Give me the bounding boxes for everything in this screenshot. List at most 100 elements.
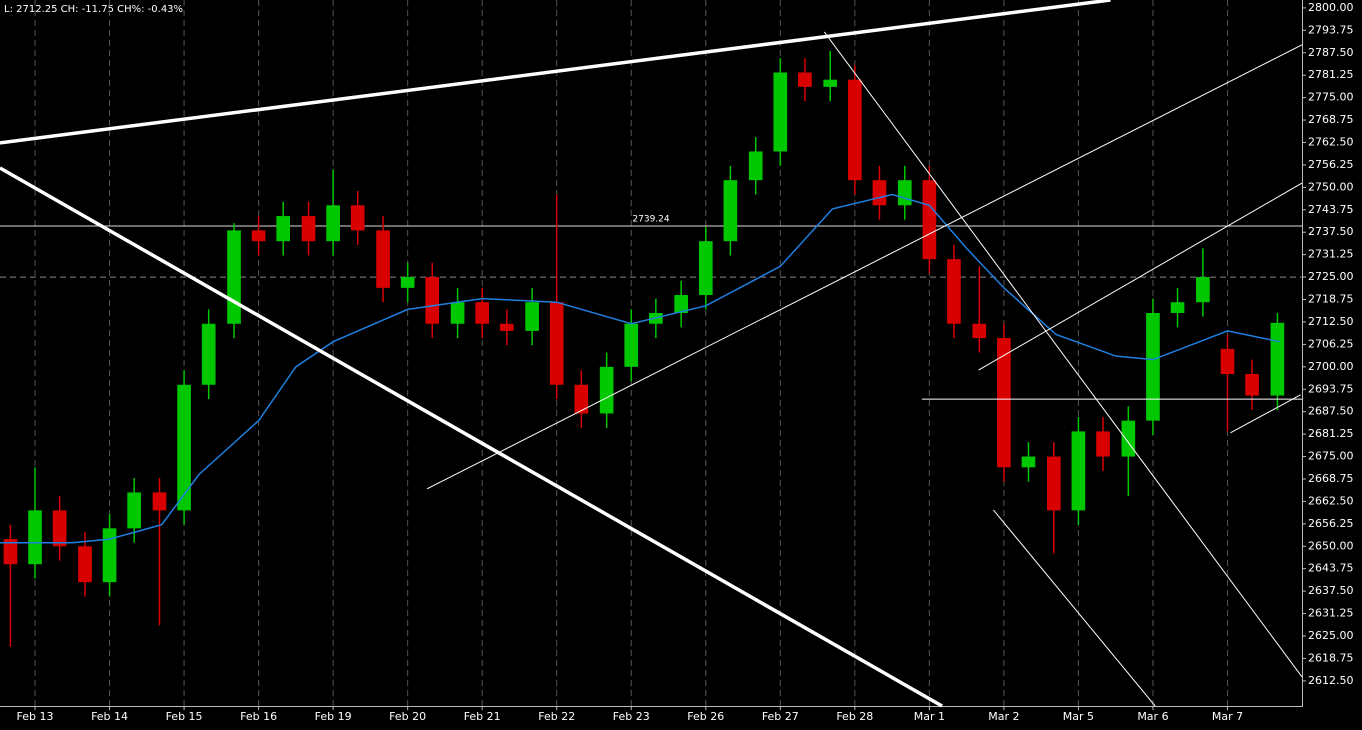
trendline bbox=[426, 44, 1303, 490]
x-tick-label: Feb 23 bbox=[613, 710, 650, 723]
candle-body bbox=[28, 510, 42, 565]
candle-body bbox=[276, 216, 291, 242]
x-tick-label: Feb 21 bbox=[464, 710, 501, 723]
candle-body bbox=[201, 323, 216, 385]
candle-body bbox=[1196, 277, 1210, 303]
y-tick-label: 2712.50 bbox=[1308, 315, 1354, 328]
candle-body bbox=[3, 539, 18, 565]
candle-body bbox=[1146, 312, 1160, 421]
trendline bbox=[993, 509, 1156, 707]
x-tick-label: Mar 6 bbox=[1137, 710, 1168, 723]
trendline bbox=[0, 0, 1111, 145]
candle-body bbox=[52, 510, 67, 547]
candle-body bbox=[698, 241, 713, 296]
x-tick-label: Feb 19 bbox=[315, 710, 352, 723]
x-tick-label: Mar 5 bbox=[1063, 710, 1094, 723]
x-tick-label: Feb 26 bbox=[687, 710, 724, 723]
candle-body bbox=[1071, 431, 1086, 511]
candle-body bbox=[425, 277, 440, 324]
x-tick-label: Feb 15 bbox=[166, 710, 203, 723]
y-tick-label: 2800.00 bbox=[1308, 1, 1354, 14]
candle-body bbox=[102, 528, 117, 583]
candle-body bbox=[848, 79, 862, 181]
x-tick-label: Feb 14 bbox=[91, 710, 128, 723]
candle-body bbox=[1046, 456, 1061, 511]
candle-body bbox=[152, 492, 167, 511]
candle-body bbox=[78, 546, 92, 583]
candle-body bbox=[723, 180, 738, 242]
moving-average bbox=[0, 193, 1280, 544]
y-tick-label: 2793.75 bbox=[1308, 23, 1354, 36]
candle-body bbox=[1021, 456, 1036, 468]
header-info: L: 2712.25 CH: -11.75 CH%: -0.43% bbox=[4, 4, 183, 15]
x-tick-label: Feb 13 bbox=[17, 710, 54, 723]
candle-body bbox=[872, 180, 887, 206]
candle-body bbox=[475, 302, 490, 324]
candle-body bbox=[301, 216, 316, 242]
candle-body bbox=[599, 366, 614, 414]
y-tick-label: 2731.25 bbox=[1308, 248, 1354, 261]
y-tick-label: 2612.50 bbox=[1308, 674, 1354, 687]
y-tick-label: 2675.00 bbox=[1308, 450, 1354, 463]
y-tick-label: 2650.00 bbox=[1308, 539, 1354, 552]
candle-body bbox=[947, 259, 961, 324]
candle-body bbox=[748, 151, 763, 181]
candle-body bbox=[624, 323, 639, 367]
candle-body bbox=[922, 180, 937, 260]
x-tick-label: Feb 16 bbox=[240, 710, 277, 723]
y-tick-label: 2781.25 bbox=[1308, 68, 1354, 81]
y-tick-label: 2631.25 bbox=[1308, 607, 1354, 620]
y-tick-label: 2687.50 bbox=[1308, 405, 1354, 418]
y-tick-label: 2643.75 bbox=[1308, 562, 1354, 575]
candle-body bbox=[450, 302, 465, 324]
x-tick-label: Mar 2 bbox=[988, 710, 1019, 723]
y-tick-label: 2743.75 bbox=[1308, 203, 1354, 216]
trendline bbox=[1230, 394, 1301, 434]
y-tick-label: 2625.00 bbox=[1308, 629, 1354, 642]
y-tick-label: 2656.25 bbox=[1308, 517, 1354, 530]
candle-body bbox=[499, 323, 514, 331]
level-label: 2739.24 bbox=[632, 214, 669, 224]
y-tick-label: 2762.50 bbox=[1308, 135, 1354, 148]
trendline bbox=[978, 182, 1303, 371]
candle-body bbox=[1096, 431, 1110, 457]
candle-body bbox=[525, 302, 539, 331]
candle-body bbox=[1245, 373, 1259, 396]
candle-body bbox=[773, 72, 788, 152]
x-tick-label: Mar 1 bbox=[914, 710, 945, 723]
trendline bbox=[0, 166, 943, 708]
x-tick-label: Feb 27 bbox=[762, 710, 799, 723]
y-tick-label: 2668.75 bbox=[1308, 472, 1354, 485]
y-tick-label: 2750.00 bbox=[1308, 180, 1354, 193]
y-tick-label: 2725.00 bbox=[1308, 270, 1354, 283]
candle-body bbox=[326, 205, 340, 242]
y-tick-label: 2787.50 bbox=[1308, 46, 1354, 59]
y-tick-label: 2662.50 bbox=[1308, 494, 1354, 507]
y-tick-label: 2637.50 bbox=[1308, 584, 1354, 597]
candle-body bbox=[127, 492, 141, 529]
candle-body bbox=[400, 277, 415, 288]
y-tick-label: 2618.75 bbox=[1308, 651, 1354, 664]
y-tick-label: 2775.00 bbox=[1308, 91, 1354, 104]
y-tick-label: 2706.25 bbox=[1308, 337, 1354, 350]
candle-body bbox=[897, 180, 912, 206]
candle-body bbox=[1170, 302, 1185, 313]
candle-body bbox=[674, 295, 689, 313]
candle-body bbox=[1121, 420, 1136, 457]
y-tick-label: 2768.75 bbox=[1308, 113, 1354, 126]
candle-body bbox=[376, 230, 390, 288]
x-tick-label: Feb 22 bbox=[538, 710, 575, 723]
y-tick-label: 2756.25 bbox=[1308, 158, 1354, 171]
candle-body bbox=[1220, 348, 1235, 374]
candle-body bbox=[1270, 322, 1285, 396]
candle-body bbox=[997, 338, 1011, 468]
y-tick-label: 2681.25 bbox=[1308, 427, 1354, 440]
y-tick-label: 2700.00 bbox=[1308, 360, 1354, 373]
candle-body bbox=[227, 230, 241, 324]
candle-body bbox=[972, 323, 987, 339]
x-tick-label: Feb 28 bbox=[836, 710, 873, 723]
candle-body bbox=[823, 79, 838, 87]
